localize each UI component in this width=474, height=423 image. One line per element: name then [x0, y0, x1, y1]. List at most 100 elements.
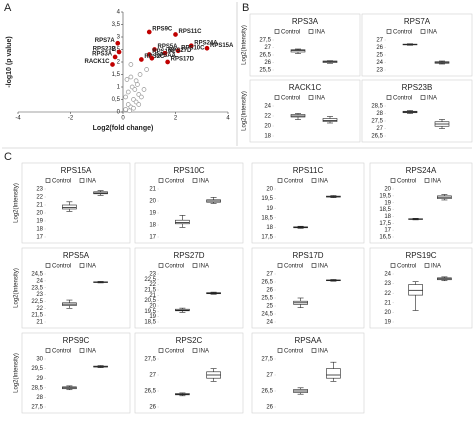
chart-frame: [134, 247, 244, 329]
chart-frame: [249, 79, 361, 143]
y-tick-label: 21: [149, 293, 156, 299]
point-label: RPS24A: [194, 40, 218, 46]
point: [128, 74, 134, 80]
chart-title: RPS11C: [293, 166, 324, 175]
point-label: RPS11C: [179, 29, 203, 35]
y-tick-label: 1,5: [112, 72, 121, 78]
y-tick-label: 21: [36, 203, 43, 209]
legend-label: INA: [199, 178, 209, 184]
legend-swatch: [386, 95, 392, 100]
y-axis-label: Log2(Intensity): [242, 25, 248, 65]
legend-swatch: [158, 263, 164, 268]
y-tick-label: 23: [376, 68, 383, 74]
y-tick-label: 18: [36, 227, 43, 233]
y-axis-label: Log2(Intensity): [242, 91, 248, 131]
point-label: RACK1C: [84, 59, 110, 65]
point: [136, 102, 142, 107]
legend-label: Control: [165, 263, 184, 269]
y-tick-label: 20: [384, 187, 391, 193]
y-tick-label: 17: [36, 235, 43, 241]
y-tick-label: 20: [149, 304, 156, 310]
y-tick-label: 27: [266, 373, 273, 379]
legend-swatch: [192, 178, 198, 183]
point: [204, 45, 210, 51]
legend-swatch: [45, 178, 51, 183]
point: [146, 29, 152, 35]
x-axis-label: Log2(fold change): [93, 125, 154, 132]
legend-swatch: [79, 263, 85, 268]
y-tick-label: 26: [266, 405, 273, 411]
y-tick-label: 19,5: [379, 193, 391, 199]
chart-title: RPS3A: [292, 17, 319, 26]
chart-title: RPS23B: [402, 83, 433, 92]
legend-swatch: [192, 348, 198, 353]
chart-title: RPS5A: [63, 251, 90, 260]
x-tick-label: -2: [68, 116, 74, 122]
y-tick-label: 20,5: [144, 298, 156, 304]
y-tick-label: 23: [36, 187, 43, 193]
y-tick-label: 22: [264, 114, 271, 120]
chart-frame: [251, 247, 365, 329]
legend-swatch: [390, 263, 396, 268]
point: [115, 40, 121, 46]
y-tick-label: 19: [149, 211, 156, 217]
y-tick-label: 27: [264, 45, 271, 51]
y-tick-label: 26,5: [371, 134, 383, 140]
y-tick-label: 3,5: [112, 22, 121, 28]
legend-swatch: [158, 178, 164, 183]
legend-label: INA: [431, 263, 441, 269]
y-tick-label: 24: [384, 272, 391, 278]
box: [175, 219, 190, 225]
box: [326, 368, 341, 379]
y-tick-label: 16,5: [379, 235, 391, 241]
y-tick-label: 27,5: [31, 405, 43, 411]
y-tick-label: 27,5: [261, 357, 273, 363]
y-tick-label: 23,5: [31, 285, 43, 291]
y-tick-label: 24,5: [261, 312, 273, 318]
box: [322, 118, 338, 122]
y-tick-label: 18,5: [261, 215, 273, 221]
y-tick-label: 27: [376, 126, 383, 132]
legend-label: INA: [86, 263, 96, 269]
y-tick-label: 22: [149, 282, 156, 288]
y-tick-label: 18: [266, 225, 273, 231]
point: [128, 62, 134, 67]
x-tick-label: 4: [226, 116, 230, 122]
legend-label: Control: [284, 178, 303, 184]
y-tick-label: 21,5: [144, 288, 156, 294]
y-tick-label: 24: [376, 60, 383, 66]
y-axis-label: Log2(Intensity): [14, 183, 20, 223]
chart-frame: [134, 332, 244, 414]
legend-label: INA: [199, 348, 209, 354]
legend-swatch: [45, 263, 51, 268]
legend-label: INA: [199, 263, 209, 269]
point-label: RPS7A: [95, 38, 116, 44]
chart-title: RPS15A: [61, 166, 92, 175]
y-tick-label: 18,5: [144, 320, 156, 326]
point: [123, 107, 128, 112]
y-tick-label: 19,5: [261, 196, 273, 202]
y-tick-label: 20: [384, 310, 391, 316]
point: [144, 67, 149, 72]
y-tick-label: 28,5: [371, 104, 383, 110]
y-tick-label: 25,5: [259, 68, 271, 74]
y-tick-label: 19: [149, 314, 156, 320]
point: [152, 47, 157, 52]
y-tick-label: 25,5: [261, 296, 273, 302]
legend-swatch: [390, 178, 396, 183]
y-tick-label: 29: [36, 376, 43, 382]
chart-frame: [21, 247, 131, 329]
y-tick-label: 26: [149, 405, 156, 411]
chart-title: RPS19C: [405, 251, 436, 260]
y-tick-label: 17: [384, 228, 391, 234]
legend-label: Control: [284, 348, 303, 354]
y-tick-label: 19,5: [144, 309, 156, 315]
y-tick-label: 17: [149, 235, 156, 241]
y-tick-label: 20: [266, 187, 273, 193]
y-tick-label: 21: [36, 320, 43, 326]
legend-label: INA: [427, 29, 437, 35]
panel-label: A: [4, 2, 12, 14]
legend-label: INA: [315, 95, 325, 101]
y-tick-label: 19: [36, 219, 43, 225]
legend-label: INA: [318, 178, 328, 184]
